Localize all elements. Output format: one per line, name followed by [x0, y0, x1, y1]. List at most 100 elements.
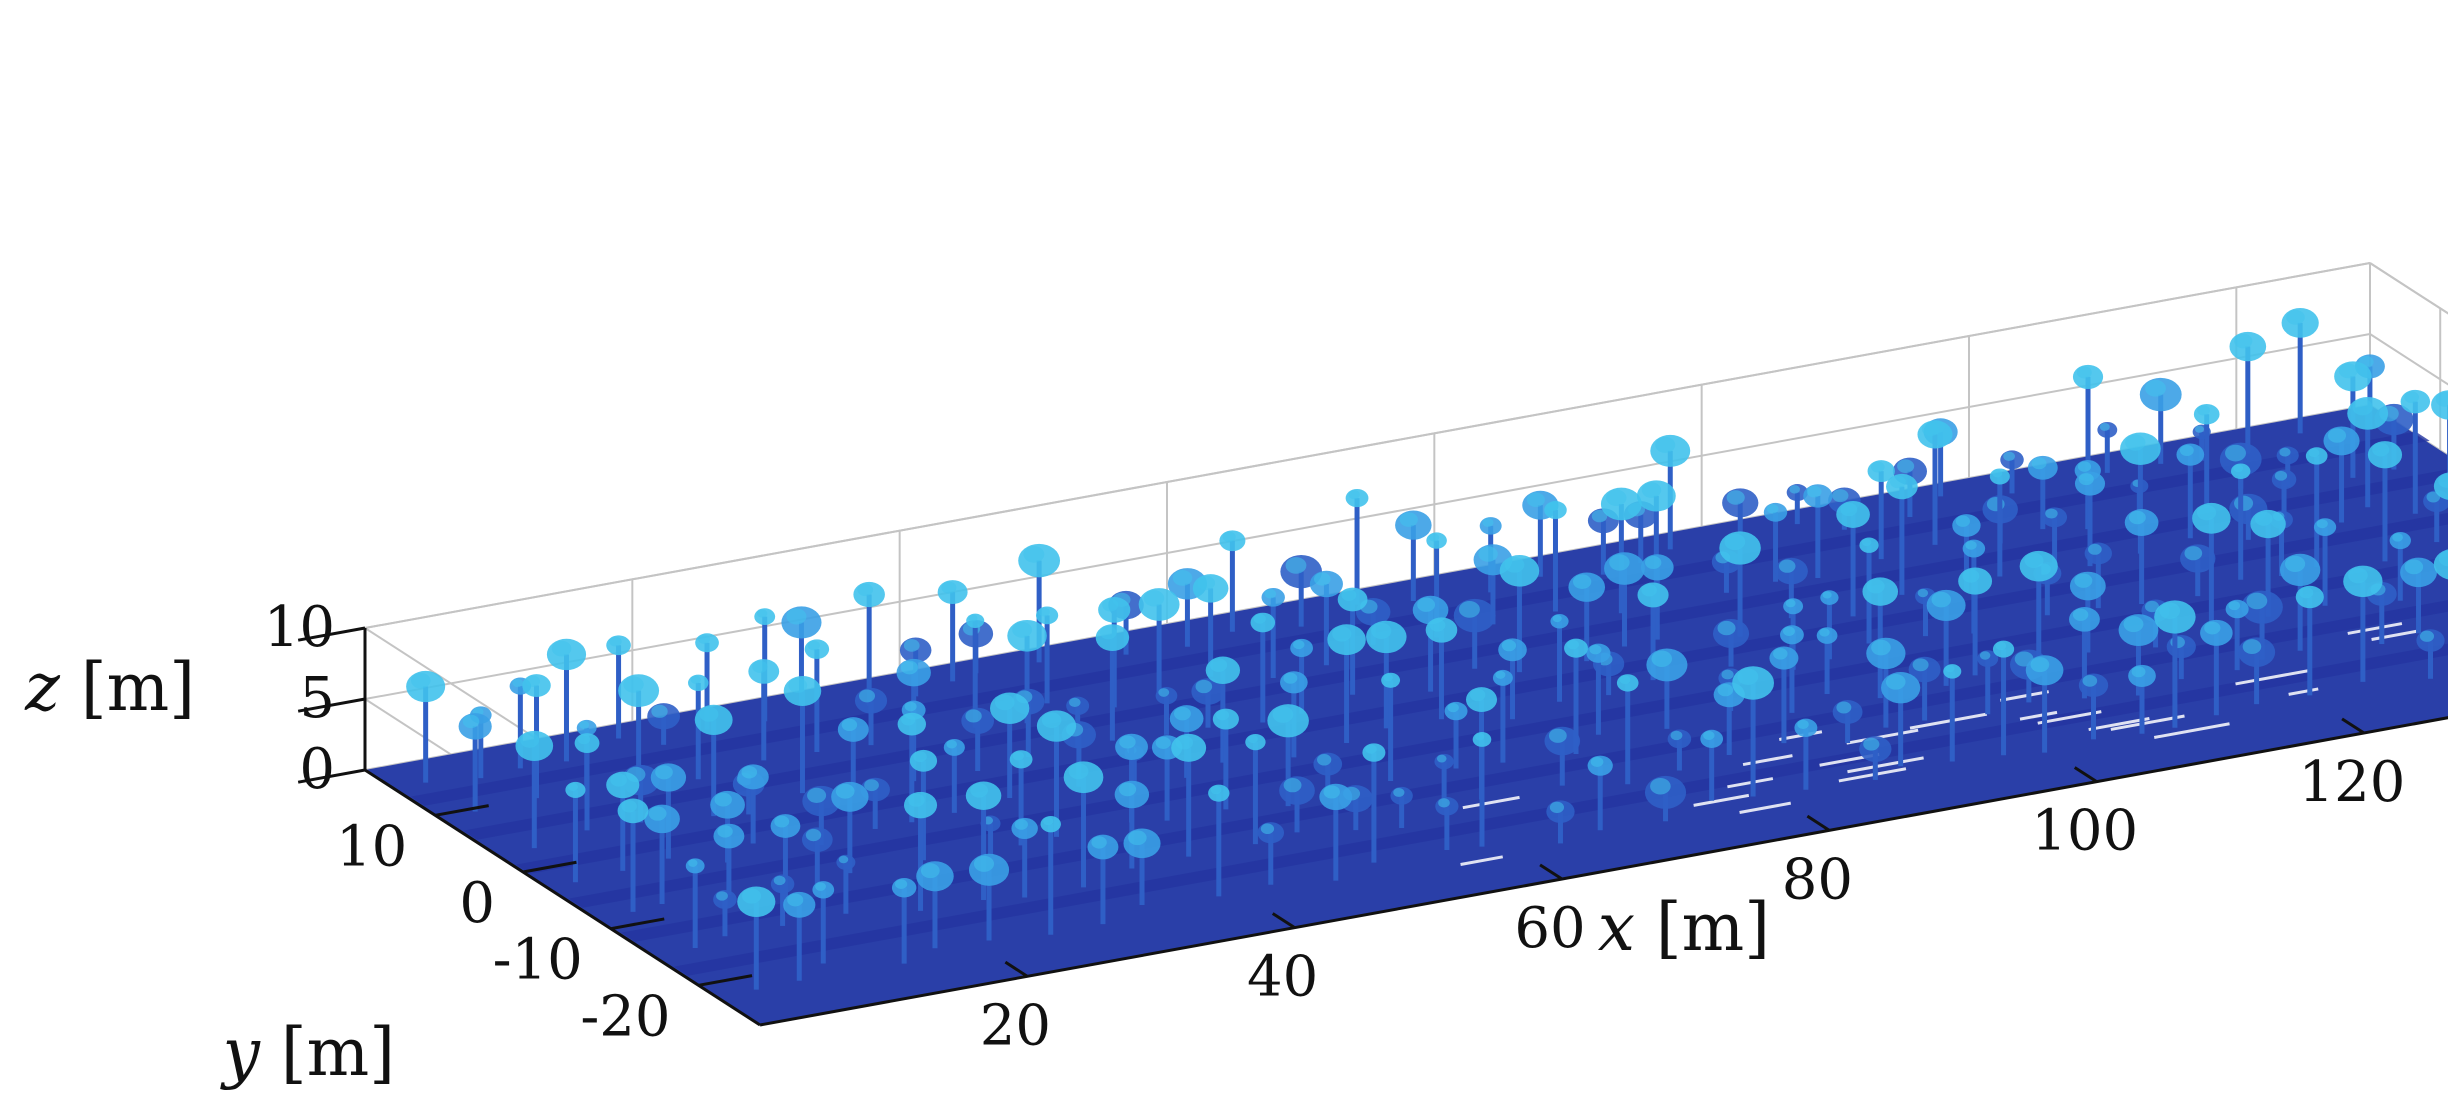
tree-canopy-highlight — [716, 891, 728, 901]
tree-canopy-highlight — [1012, 621, 1033, 638]
tree-canopy-highlight — [1417, 597, 1436, 612]
tree-canopy-highlight — [1260, 823, 1275, 835]
point-cloud — [365, 308, 2448, 1025]
tree-canopy-highlight — [1992, 469, 2003, 478]
y-tick-mark — [698, 974, 753, 987]
tree-canopy-highlight — [609, 636, 622, 647]
labels: z [m] y [m] x [m] — [24, 649, 1770, 1091]
tree-canopy-highlight — [2128, 510, 2146, 525]
tree-canopy-highlight — [2392, 533, 2403, 542]
tree-canopy-highlight — [1806, 485, 1822, 498]
tree-canopy-highlight — [1504, 556, 1525, 573]
tree-canopy-highlight — [525, 675, 541, 687]
tree-canopy-highlight — [1482, 518, 1494, 527]
tree-canopy-highlight — [512, 678, 524, 688]
tree-canopy-highlight — [2254, 511, 2273, 526]
tree-canopy-highlight — [815, 882, 826, 891]
tree-canopy-highlight — [807, 787, 827, 804]
tree-canopy-highlight — [1962, 569, 1980, 583]
tree-canopy-highlight — [1102, 598, 1119, 612]
tree-canopy-highlight — [1118, 782, 1137, 797]
tree-canopy-highlight — [2024, 552, 2044, 569]
tree-canopy-highlight — [1447, 703, 1459, 713]
tree-canopy-highlight — [655, 765, 673, 780]
tree-canopy-highlight — [690, 675, 701, 684]
tree-canopy-highlight — [1737, 668, 1759, 686]
tree-canopy-highlight — [786, 608, 807, 625]
tree-canopy-highlight — [1478, 546, 1498, 562]
tree-canopy-highlight — [1332, 626, 1352, 642]
tree-canopy-highlight — [1785, 599, 1796, 608]
tree-canopy-highlight — [1832, 489, 1849, 503]
ground-gap — [1460, 855, 1504, 866]
box-edge — [2369, 262, 2448, 315]
tree-canopy-highlight — [621, 800, 637, 813]
ground-gap — [2037, 710, 2102, 725]
ground-gap — [1838, 767, 1907, 783]
tree-canopy-highlight — [1840, 502, 1858, 517]
tree-canopy-highlight — [908, 793, 925, 807]
tree-canopy-highlight — [1313, 572, 1331, 586]
tree-canopy-highlight — [807, 640, 820, 651]
tree-canopy-highlight — [903, 639, 920, 652]
ground-gap — [2288, 687, 2319, 696]
tree-canopy-highlight — [2159, 602, 2181, 620]
tree-canopy-highlight — [1323, 785, 1340, 799]
tree-canopy-highlight — [2125, 434, 2146, 451]
tree-canopy-highlight — [741, 888, 762, 904]
tree-canopy-highlight — [965, 709, 982, 723]
x-tick-label: 120 — [2299, 750, 2406, 815]
ground-gap — [2347, 622, 2403, 635]
x-tick-mark — [1004, 960, 1029, 978]
tree-canopy-highlight — [699, 706, 719, 722]
tree-canopy-highlight — [1197, 575, 1216, 591]
tree-canopy-highlight — [1549, 801, 1565, 814]
ground-gap — [1462, 795, 1520, 810]
tree-canopy-highlight — [1458, 600, 1480, 618]
tree-canopy-highlight — [1285, 557, 1307, 574]
tree-canopy-highlight — [1778, 559, 1796, 573]
tree-canopy-highlight — [1014, 819, 1028, 830]
tree-canopy-highlight — [901, 714, 916, 726]
tree-canopy-highlight — [1341, 589, 1357, 601]
tree-canopy-highlight — [1365, 744, 1377, 754]
tree-canopy-highlight — [1912, 658, 1929, 672]
tree-canopy-highlight — [462, 714, 480, 729]
tree-canopy-highlight — [2228, 600, 2241, 611]
tree-canopy-highlight — [1155, 736, 1171, 749]
tree-canopy-highlight — [1955, 515, 1970, 527]
tree-canopy-highlight — [2426, 491, 2441, 503]
tree-canopy-highlight — [1348, 490, 1360, 500]
tree-canopy-highlight — [1293, 640, 1305, 650]
tree-canopy-highlight — [1038, 607, 1050, 617]
tree-canopy-highlight — [1209, 658, 1228, 673]
tree-canopy-highlight — [1866, 579, 1885, 594]
tree-canopy-highlight — [773, 875, 786, 886]
tree-canopy-highlight — [2145, 379, 2166, 397]
tree-canopy-highlight — [1641, 584, 1657, 597]
tree-canopy-highlight — [1783, 626, 1795, 636]
tree-canopy-highlight — [577, 734, 591, 745]
tree-canopy-highlight — [2088, 543, 2102, 555]
tree-canopy-highlight — [2003, 451, 2015, 461]
ground-gap — [2110, 714, 2185, 731]
ground-gap — [2088, 717, 2150, 732]
tree-canopy-highlight — [1773, 647, 1788, 660]
tree-canopy-highlight — [2242, 639, 2262, 655]
tree-canopy-highlight — [1436, 754, 1447, 763]
tree-canopy-highlight — [714, 792, 732, 807]
tree-canopy-highlight — [1475, 732, 1485, 741]
tree-canopy-highlight — [1119, 735, 1136, 749]
tree-canopy-highlight — [1721, 669, 1734, 680]
z-axis-label: z [m] — [24, 649, 195, 726]
tree-canopy-highlight — [1428, 533, 1440, 542]
x-tick-label: 60 — [1514, 896, 1585, 961]
tree-canopy-highlight — [1253, 613, 1266, 624]
tree-canopy-highlight — [2131, 666, 2146, 678]
tree-canopy-highlight — [1174, 706, 1191, 721]
ground-gap — [1846, 728, 1919, 745]
tree-canopy-highlight — [2274, 470, 2288, 481]
tree-canopy-highlight — [1885, 673, 1906, 690]
